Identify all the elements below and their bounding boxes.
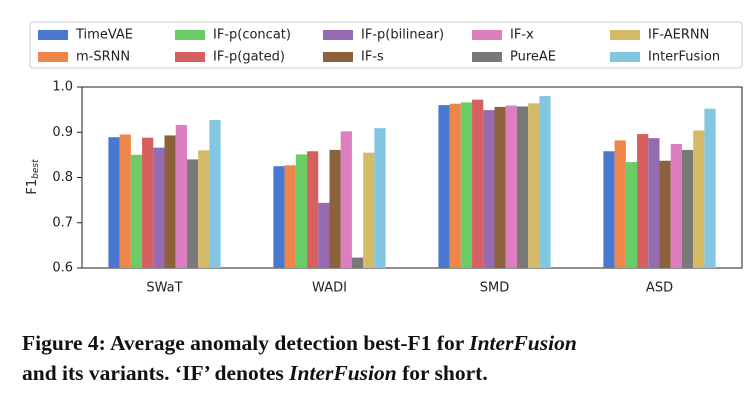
- legend-label: m-SRNN: [76, 50, 130, 65]
- chart: F1best 0.6 0.7 0.8 0.9 1.0 SWaT WADI SMD ASD Time…: [25, 21, 743, 296]
- bar: [108, 137, 120, 268]
- bar: [186, 159, 199, 268]
- y-label-main: F1: [25, 179, 40, 195]
- legend-swatch: [323, 52, 353, 62]
- caption: Figure 4: Average anomaly detection best…: [22, 328, 747, 388]
- legend-box: [29, 21, 743, 69]
- bar: [307, 151, 319, 268]
- bar: [175, 125, 187, 268]
- legend-swatch: [610, 52, 640, 62]
- bar: [142, 137, 154, 268]
- bar: [119, 134, 131, 268]
- y-label-sub: best: [31, 159, 41, 179]
- x-tick-label: WADI: [312, 281, 347, 296]
- legend-label: IF-s: [361, 50, 384, 65]
- bar: [670, 144, 682, 268]
- legend-label: IF-AERNN: [648, 28, 709, 43]
- bar: [130, 154, 143, 268]
- y-tick-label: 0.9: [52, 125, 73, 140]
- bar: [198, 150, 210, 268]
- legend-swatch: [472, 30, 502, 40]
- legend-swatch: [38, 52, 68, 62]
- caption-text: InterFusion: [469, 331, 577, 355]
- x-tick-label: ASD: [646, 281, 673, 296]
- legend-label: PureAE: [510, 50, 556, 65]
- legend-swatch: [175, 30, 205, 40]
- caption-line: Figure 4: Average anomaly detection best…: [22, 328, 747, 358]
- legend-label: IF-x: [510, 28, 534, 43]
- x-tick-label: SMD: [480, 281, 509, 296]
- legend-swatch: [38, 30, 68, 40]
- bar: [164, 135, 176, 268]
- y-axis-label: F1best: [25, 159, 41, 195]
- bar: [295, 154, 308, 268]
- bar: [614, 140, 626, 268]
- bar: [273, 166, 285, 268]
- caption-text: Figure 4: Average anomaly detection best…: [22, 331, 470, 355]
- bar: [318, 202, 330, 268]
- bar: [648, 138, 660, 268]
- bar: [516, 106, 529, 269]
- bar: [351, 257, 364, 268]
- legend-swatch: [175, 52, 205, 62]
- bar: [449, 103, 461, 269]
- bar: [693, 130, 705, 268]
- bar: [363, 152, 375, 268]
- bar: [284, 165, 296, 268]
- bar: [209, 120, 221, 268]
- bar: [438, 105, 450, 268]
- y-tick-label: 0.8: [52, 170, 73, 185]
- caption-line: and its variants. ‘IF’ denotes InterFusi…: [22, 358, 747, 388]
- bar: [472, 99, 484, 268]
- legend-label: IF-p(bilinear): [361, 28, 444, 43]
- bar: [329, 149, 341, 268]
- bar: [483, 110, 495, 268]
- y-tick-label: 0.7: [52, 215, 73, 230]
- bar: [460, 102, 473, 268]
- bar: [704, 108, 716, 268]
- bar: [637, 134, 649, 268]
- caption-text: InterFusion: [289, 361, 397, 385]
- legend-swatch: [323, 30, 353, 40]
- bar: [153, 147, 165, 268]
- legend-label: IF-p(concat): [213, 28, 291, 43]
- bar: [681, 149, 694, 268]
- y-tick-label: 0.6: [52, 261, 73, 276]
- legend-swatch: [472, 52, 502, 62]
- bar: [505, 105, 517, 269]
- caption-text: for short.: [396, 361, 488, 385]
- bar: [528, 103, 540, 268]
- bar: [659, 160, 671, 268]
- caption-text: and its variants. ‘IF’ denotes: [22, 361, 290, 385]
- legend-swatch: [610, 30, 640, 40]
- y-tick-label: 1.0: [52, 80, 73, 95]
- x-tick-label: SWaT: [146, 281, 182, 296]
- bar: [340, 131, 352, 268]
- bar: [539, 96, 551, 268]
- bar: [374, 128, 386, 268]
- bar: [494, 106, 506, 268]
- legend-label: TimeVAE: [75, 28, 133, 43]
- bar: [625, 162, 638, 268]
- bar: [603, 151, 615, 268]
- legend-label: IF-p(gated): [213, 50, 285, 65]
- legend-label: InterFusion: [648, 50, 720, 65]
